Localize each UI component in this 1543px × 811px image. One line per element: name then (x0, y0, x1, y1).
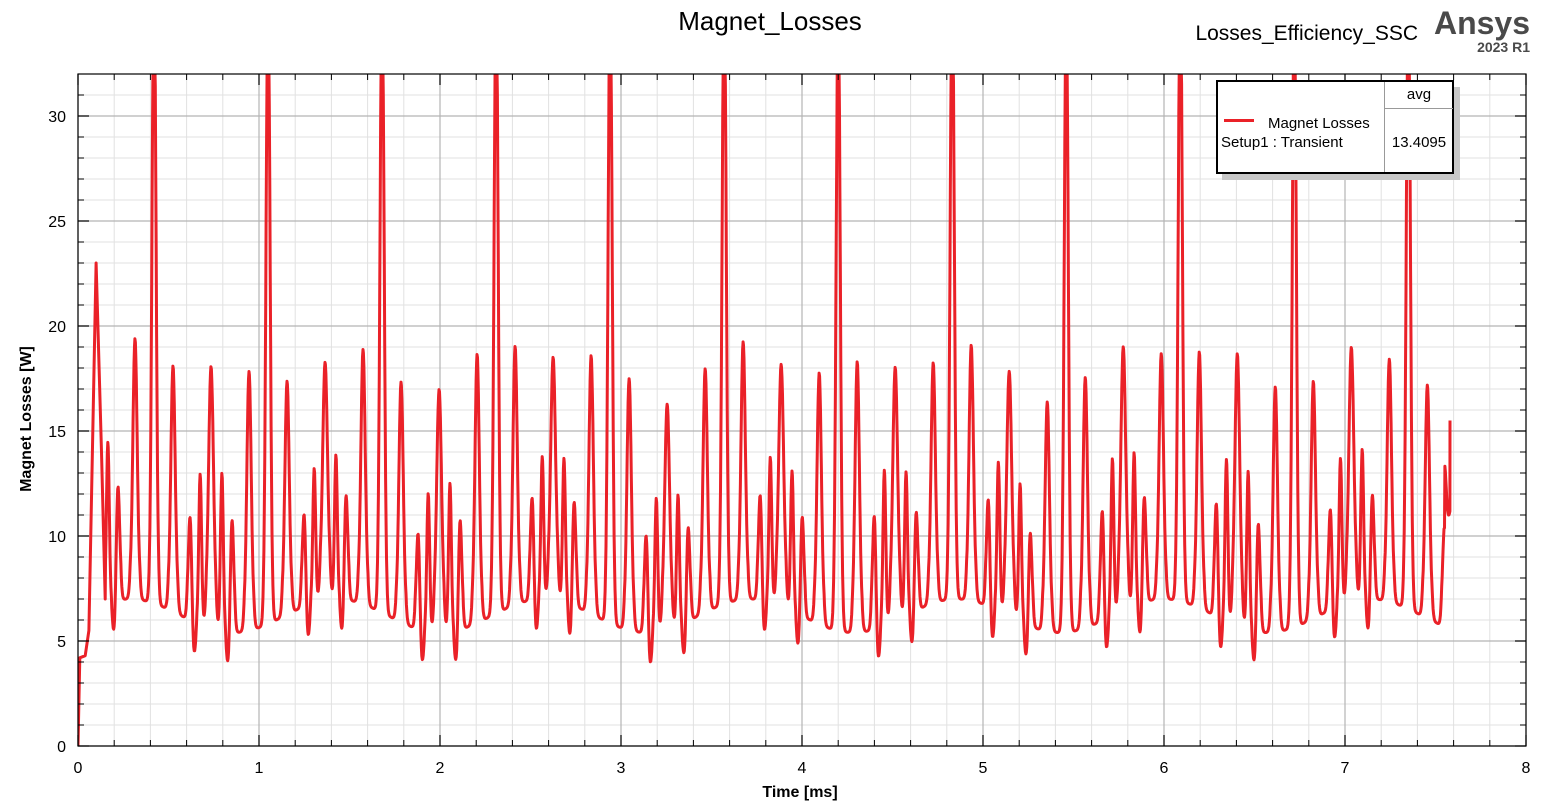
x-tick-label: 5 (979, 760, 988, 777)
y-tick-label: 20 (48, 319, 66, 336)
x-axis-label: Time [ms] (762, 784, 838, 801)
chart-title: Magnet_Losses (678, 6, 862, 36)
y-tick-label: 10 (48, 529, 66, 546)
x-tick-label: 6 (1160, 760, 1169, 777)
y-tick-label: 0 (57, 739, 66, 756)
y-axis-label: Magnet Losses [W] (18, 346, 35, 492)
x-tick-label: 3 (617, 760, 626, 777)
x-tick-label: 4 (798, 760, 807, 777)
legend-series-setup: Setup1 : Transient (1221, 134, 1343, 151)
x-tick-label: 2 (436, 760, 445, 777)
legend-series-avg: 13.4095 (1384, 108, 1453, 172)
brand-version: 2023 R1 (1477, 39, 1530, 55)
y-tick-label: 30 (48, 109, 66, 126)
brand-logo: Ansys 2023 R1 (1430, 6, 1530, 54)
series-line-magnet-losses (78, 74, 1452, 746)
x-tick-label: 0 (74, 760, 83, 777)
y-tick-label: 5 (57, 634, 66, 651)
x-tick-label: 8 (1522, 760, 1531, 777)
brand-name: Ansys (1433, 5, 1530, 41)
legend-swatch (1224, 119, 1254, 122)
legend-series-name: Magnet Losses (1268, 115, 1370, 132)
axis-tick-labels: 0 1 2 3 4 5 6 7 8 0 5 10 15 20 25 30 (48, 109, 1530, 777)
axis-ticks (77, 73, 1527, 747)
x-tick-label: 1 (255, 760, 264, 777)
project-name: Losses_Efficiency_SSC (1195, 22, 1418, 45)
y-tick-label: 15 (48, 424, 66, 441)
y-tick-label: 25 (48, 214, 66, 231)
legend[interactable]: avg Magnet Losses Setup1 : Transient 13.… (1216, 80, 1454, 174)
series-group (78, 74, 1452, 746)
legend-column-header: avg (1384, 82, 1453, 109)
x-tick-label: 7 (1341, 760, 1350, 777)
